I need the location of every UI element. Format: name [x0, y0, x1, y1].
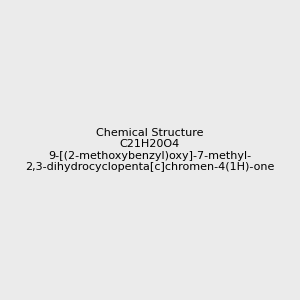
Text: Chemical Structure
C21H20O4
9-[(2-methoxybenzyl)oxy]-7-methyl-
2,3-dihydrocyclop: Chemical Structure C21H20O4 9-[(2-methox…: [25, 128, 275, 172]
